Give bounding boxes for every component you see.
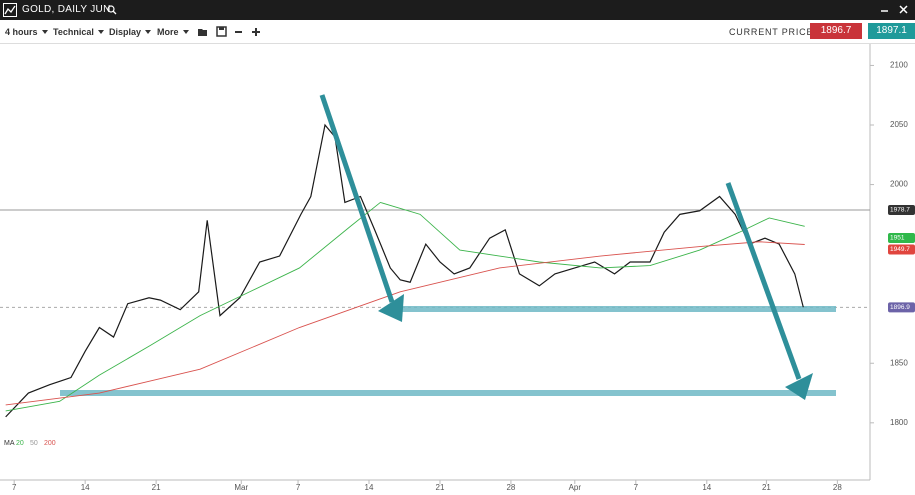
y-tick-label: 2050 (890, 120, 908, 129)
title-bar: GOLD, DAILY JUN (0, 0, 915, 20)
price-badge (888, 244, 915, 255)
x-tick-label: Mar (234, 483, 248, 492)
toolbar-icons[interactable] (197, 26, 267, 38)
y-tick-label: 1850 (890, 358, 908, 367)
support-band (400, 306, 836, 312)
arrowhead (785, 373, 813, 400)
y-tick-label: 2100 (890, 61, 908, 70)
arrow (319, 94, 395, 303)
window-controls[interactable] (880, 4, 910, 16)
x-tick-label: 21 (762, 483, 771, 492)
x-tick-label: 21 (436, 483, 445, 492)
x-tick-label: 14 (81, 483, 90, 492)
ma-line (5, 241, 805, 406)
menu-button[interactable]: Technical (53, 27, 104, 37)
current-price-label: CURRENT PRICE: (729, 27, 817, 37)
price-badge (888, 204, 915, 215)
arrow (725, 182, 802, 380)
x-tick-label: 7 (12, 483, 17, 492)
search-icon[interactable] (107, 5, 117, 15)
legend-label: MA (4, 440, 15, 447)
price-badge-label: 1949.7 (890, 246, 910, 253)
price-badge (888, 302, 915, 313)
instrument-title: GOLD, DAILY JUN (22, 4, 111, 15)
price-line (5, 123, 804, 418)
x-tick-label: 7 (634, 483, 639, 492)
logo (3, 3, 17, 17)
menu-button[interactable]: 4 hours (5, 27, 48, 37)
menu-label: Technical (53, 27, 94, 37)
x-tick-label: Apr (569, 483, 582, 492)
menu-button[interactable]: Display (109, 27, 152, 37)
x-tick-label: 28 (833, 483, 842, 492)
x-tick-label: 14 (365, 483, 374, 492)
legend-entry: 20 (16, 440, 24, 447)
toolbar: 4 hours Technical Display More CURRENT P… (0, 20, 915, 44)
menu-button[interactable]: More (157, 27, 189, 37)
y-tick-label: 2000 (890, 180, 908, 189)
menu-label: 4 hours (5, 27, 38, 37)
menu-label: More (157, 27, 179, 37)
x-tick-label: 14 (702, 483, 711, 492)
support-band (60, 390, 836, 396)
bid-price[interactable]: 1896.7 (810, 23, 862, 39)
menu-label: Display (109, 27, 142, 37)
price-badge-label: 1951 (890, 235, 905, 242)
y-tick-label: 1800 (890, 418, 908, 427)
legend-entry: 200 (44, 440, 56, 447)
price-badge (888, 232, 915, 243)
legend-entry: 50 (30, 440, 38, 447)
price-badge-label: 1896.9 (890, 304, 910, 311)
x-tick-label: 28 (506, 483, 515, 492)
arrowhead (378, 294, 404, 322)
ma-line (5, 201, 805, 412)
price-badge-label: 1978.7 (890, 207, 910, 214)
x-tick-label: 7 (296, 483, 301, 492)
ma-legend: MA 20 50 200 (4, 440, 56, 447)
ask-price[interactable]: 1897.1 (868, 23, 915, 39)
x-tick-label: 21 (152, 483, 161, 492)
trend-arrows (319, 94, 813, 400)
series (5, 123, 805, 418)
